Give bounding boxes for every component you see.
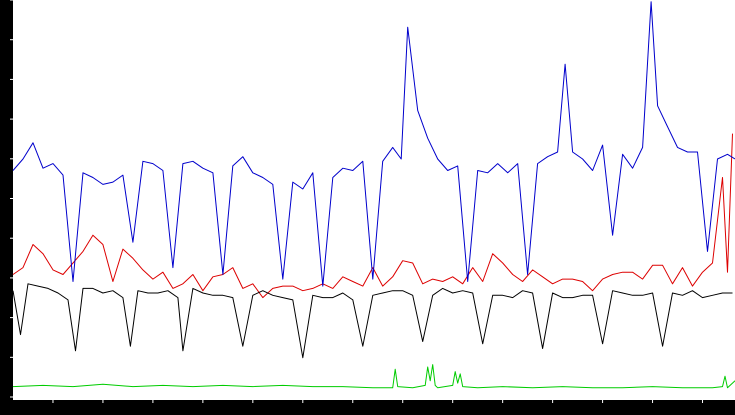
series-line-green bbox=[12, 364, 735, 389]
x-tick-label: 14:05 bbox=[238, 404, 267, 415]
y-tick-label: 17179 bbox=[2, 0, 13, 16]
y-tick-label: 10307 bbox=[2, 143, 13, 175]
y-tick-label: 15461 bbox=[2, 24, 13, 56]
x-tick-label: 14:14 bbox=[688, 404, 717, 415]
x-tick-label: 14:02 bbox=[89, 404, 118, 415]
x-tick-label: 14:08 bbox=[388, 404, 417, 415]
x-tick-label: 14:07 bbox=[338, 404, 367, 415]
y-tick-label: 1717 bbox=[2, 345, 13, 370]
y-axis-strip bbox=[0, 0, 13, 397]
y-tick-label: 8589 bbox=[2, 186, 13, 211]
y-tick-label: 5153 bbox=[2, 265, 13, 290]
series-line-blue bbox=[12, 1, 735, 287]
y-tick-label: 12025 bbox=[2, 103, 13, 135]
x-tick-label: 14:04 bbox=[188, 404, 217, 415]
series-line-black bbox=[12, 283, 733, 359]
x-tick-label: 14:13 bbox=[638, 404, 667, 415]
x-tick-label: 14:03 bbox=[138, 404, 167, 415]
x-axis-line bbox=[13, 397, 735, 400]
x-tick-label: 14:12 bbox=[588, 404, 617, 415]
x-tick-label: 14:01 bbox=[39, 404, 68, 415]
y-tick-label: 0 bbox=[2, 391, 13, 397]
y-tick-label: 3435 bbox=[2, 305, 13, 330]
x-tick-label: 14:11 bbox=[538, 404, 567, 415]
series-line-red bbox=[12, 133, 733, 299]
x-tick-label: 14:10 bbox=[488, 404, 517, 415]
x-axis-band bbox=[0, 397, 735, 415]
x-tick-label: 14:06 bbox=[288, 404, 317, 415]
y-tick-label: 6871 bbox=[2, 225, 13, 250]
x-tick-label: 14:09 bbox=[438, 404, 467, 415]
y-tick-label: 13743 bbox=[2, 63, 13, 95]
